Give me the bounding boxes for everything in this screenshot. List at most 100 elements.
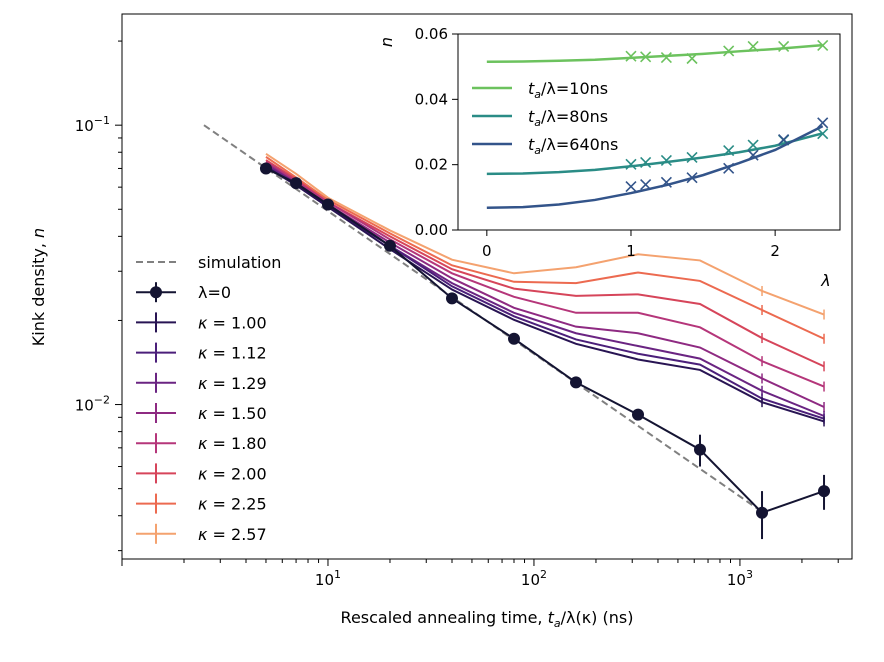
legend-label-symbol: κ [198, 525, 208, 544]
legend-label-symbol: κ [198, 404, 208, 423]
main-plot: 101 102 103 10−210−1 Rescaled annealing ti… [29, 13, 853, 630]
legend-label: simulation [198, 253, 281, 272]
lambda0-point [756, 506, 769, 519]
x-tick-label-exponent: 2 [540, 568, 547, 581]
inset-x-tick-label: 0 [482, 242, 492, 260]
inset-ticks: 0 1 2 0.00 0.02 0.04 0.06 [415, 25, 780, 260]
inset-point-t640 [625, 180, 637, 193]
legend-entry-k225: κ = 2.25 [136, 493, 267, 514]
inset-point-t10 [747, 40, 759, 52]
inset-point-t10 [778, 40, 790, 52]
legend-entry-k180: κ = 1.80 [136, 433, 267, 454]
legend-label-value: = 1.29 [207, 374, 266, 393]
legend-label-symbol: κ [198, 464, 208, 483]
inset-legend-sub: a [534, 88, 541, 101]
series-line-k225 [265, 156, 825, 340]
inset-legend-math: t [528, 135, 535, 154]
inset-legend-entry-t10: ta/λ=10ns [472, 79, 608, 101]
legend-label-symbol: κ [198, 495, 208, 514]
legend-label-symbol: κ [198, 434, 208, 453]
y-tick-label-exponent: −2 [94, 394, 110, 407]
legend-label: κ = 1.00 [198, 313, 267, 332]
legend-entry-sim: simulation [136, 253, 281, 272]
inset-legend-math: t [528, 107, 535, 126]
inset-point-t640 [660, 176, 672, 188]
y-tick-label: 10−2 [75, 394, 110, 415]
legend-label-value: = 1.00 [207, 313, 266, 332]
y-tick-label: 10−1 [75, 114, 110, 135]
inset-point-t80 [723, 145, 735, 157]
inset-legend-sub: a [534, 116, 541, 129]
inset-point-t640 [778, 133, 790, 146]
inset-point-t10 [723, 45, 735, 57]
x-tick-label-exponent: 1 [334, 568, 341, 581]
lambda0-point [321, 198, 334, 211]
lambda0-point [507, 332, 520, 345]
legend-label-symbol: κ [198, 374, 208, 393]
legend-label: κ = 1.50 [198, 404, 267, 423]
inset-legend-label: ta/λ=640ns [528, 135, 618, 157]
legend-label-value: = 1.12 [207, 344, 266, 363]
main-x-tick-labels: 101 102 103 [315, 568, 753, 589]
series-line-k257 [265, 152, 825, 316]
x-tick-label-base: 10 [727, 571, 746, 589]
x-tick-label: 103 [727, 568, 753, 589]
inset-point-t640 [723, 162, 735, 174]
lambda0-point [632, 408, 645, 421]
inset-legend-entry-t640: ta/λ=640ns [472, 135, 618, 157]
inset-point-t640 [747, 149, 759, 161]
inset-x-tick-label: 2 [770, 242, 780, 260]
inset-point-t10 [660, 51, 672, 64]
lambda0-point [570, 376, 583, 389]
y-tick-label-exponent: −1 [94, 114, 110, 127]
lambda0-point [694, 443, 707, 456]
legend-label-symbol: κ [198, 344, 208, 363]
inset-plot: 0 1 20.000.020.040.06 λ n ta/λ=10nsta/λ=80… [377, 25, 841, 290]
legend-label: κ = 1.12 [198, 344, 267, 363]
x-tick-label: 101 [315, 568, 341, 589]
inset-legend-entry-t80: ta/λ=80ns [472, 107, 608, 129]
legend-label-symbol: κ [198, 313, 208, 332]
legend-entry-k100: κ = 1.00 [136, 312, 267, 333]
inset-point-t640 [640, 179, 652, 191]
inset-point-t10 [625, 50, 637, 62]
inset-legend-label: ta/λ=10ns [528, 79, 608, 101]
main-x-axis-label: Rescaled annealing time, ta/λ(κ) (ns) [341, 608, 634, 630]
inset-axes-frame [457, 33, 841, 231]
lambda0-point [259, 162, 272, 175]
legend-entry-k150: κ = 1.50 [136, 403, 267, 423]
legend-label-value: = 2.57 [207, 525, 266, 544]
inset-y-tick-label: 0.06 [415, 25, 448, 43]
lambda0-point [383, 239, 396, 252]
inset-x-axis-label: λ [820, 271, 830, 290]
inset-point-t10 [686, 52, 698, 65]
y-tick-label-base: 10 [75, 117, 94, 135]
y-tick-label-base: 10 [75, 397, 94, 415]
legend-label-value: = 2.25 [207, 495, 266, 514]
x-tick-label-base: 10 [521, 571, 540, 589]
inset-point-t80 [660, 154, 672, 166]
inset-series-group [486, 39, 829, 210]
lambda0-point [445, 292, 458, 305]
inset-point-t80 [640, 156, 652, 168]
legend-label: λ=0 [198, 283, 231, 302]
legend-entry-k129: κ = 1.29 [136, 372, 267, 393]
legend-label: κ = 2.25 [198, 495, 267, 514]
inset-legend-rest: /λ=640ns [541, 135, 618, 154]
legend-entry-k257: κ = 2.57 [136, 523, 267, 544]
main-y-axis-label: Kink density, n [29, 228, 48, 346]
legend-label: κ = 1.80 [198, 434, 267, 453]
legend-label: κ = 2.57 [198, 525, 267, 544]
legend-label: κ = 2.00 [198, 464, 267, 483]
inset-legend-label: ta/λ=80ns [528, 107, 608, 129]
x-tick-label: 102 [521, 568, 547, 589]
lambda0-point [818, 485, 831, 498]
inset-legend-rest: /λ=10ns [541, 79, 608, 98]
legend-entry-lambda0: λ=0 [136, 282, 231, 303]
inset-background [458, 34, 840, 230]
inset-point-t80 [747, 139, 759, 151]
legend-label-value: = 2.00 [207, 464, 266, 483]
